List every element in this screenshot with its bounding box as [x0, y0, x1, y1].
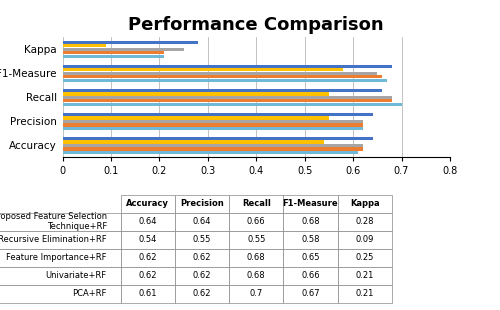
Bar: [62, 127, 363, 130]
Bar: [62, 55, 164, 58]
Bar: [62, 140, 324, 144]
Bar: [62, 78, 387, 82]
Bar: [62, 41, 198, 44]
Bar: [62, 99, 392, 103]
Bar: [62, 92, 329, 95]
Bar: [62, 137, 372, 140]
Bar: [62, 113, 372, 116]
Bar: [62, 75, 382, 78]
Bar: [62, 89, 382, 92]
Bar: [62, 64, 392, 68]
Bar: [62, 68, 344, 72]
Bar: [62, 151, 358, 154]
Bar: [62, 44, 106, 47]
Bar: [62, 147, 363, 151]
Bar: [62, 120, 363, 123]
Bar: [62, 47, 184, 51]
Bar: [62, 116, 329, 120]
Bar: [62, 103, 402, 106]
Bar: [62, 144, 363, 147]
Bar: [62, 123, 363, 126]
Bar: [62, 51, 164, 54]
Bar: [62, 95, 392, 99]
Bar: [62, 72, 378, 75]
Title: Performance Comparison: Performance Comparison: [128, 16, 384, 34]
